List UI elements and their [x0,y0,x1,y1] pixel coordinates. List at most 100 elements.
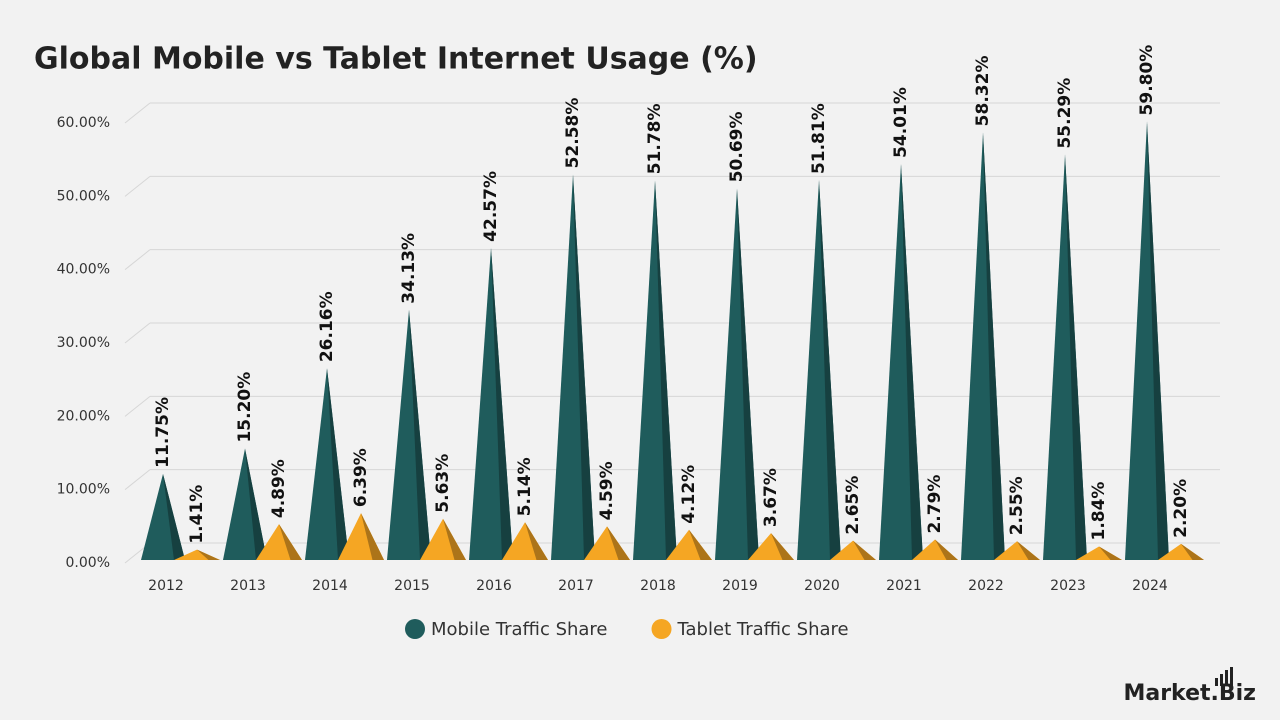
bar-shade [607,526,630,560]
bar [551,174,595,560]
x-tick-label: 2016 [476,578,512,594]
x-tick-label: 2015 [394,578,430,594]
value-label: 54.01% [891,87,911,158]
bar-shade [279,524,302,560]
bar-shade [525,522,548,560]
value-label: 59.80% [1137,45,1157,116]
x-tick-label: 2019 [722,578,758,594]
bar-shade [491,247,513,560]
x-tick-label: 2014 [312,578,348,594]
logo-bar [1230,667,1233,686]
bar-shade [361,513,384,560]
logo-bar [1225,670,1228,686]
x-tick-label: 2017 [558,578,594,594]
bar [1043,154,1087,561]
y-tick-label: 0.00% [66,555,110,571]
bar-shade [655,180,677,560]
bar [223,448,267,560]
bar-shade [901,163,923,560]
value-label: 4.12% [679,465,699,524]
bar [1158,543,1204,560]
bar [797,180,841,560]
bar-shade [819,180,841,560]
bar [715,188,759,561]
value-label: 51.81% [809,103,829,174]
bar [666,529,712,560]
value-label: 5.63% [433,454,453,513]
x-tick-label: 2018 [640,578,676,594]
bar [961,132,1005,560]
value-label: 2.20% [1171,479,1191,538]
bar-shade [443,518,466,560]
bar-shade [327,368,349,560]
bar [420,518,466,560]
bar [338,513,384,560]
y-tick-label: 40.00% [57,262,110,278]
bar [387,309,431,560]
y-tick-label: 60.00% [57,115,110,131]
x-tick-label: 2024 [1132,578,1168,594]
bar [256,524,302,560]
x-tick-label: 2020 [804,578,840,594]
value-label: 52.58% [563,98,583,169]
value-label: 3.67% [761,468,781,527]
value-label: 50.69% [727,111,747,182]
value-label: 11.75% [153,397,173,468]
bar [633,180,677,560]
logo-bar [1220,674,1223,686]
bar [305,368,349,560]
value-label: 5.14% [515,457,535,516]
y-tick-label: 50.00% [57,188,110,204]
x-tick-label: 2021 [886,578,922,594]
value-label: 2.79% [925,475,945,534]
bar [141,473,185,560]
bar [830,540,876,560]
x-tick-label: 2013 [230,578,266,594]
brand: Market.Biz [1123,681,1256,706]
bar-shade [1181,543,1204,560]
legend-label: Mobile Traffic Share [431,619,608,640]
bar [502,522,548,560]
grid-line [124,249,151,271]
grid-line [124,322,151,344]
x-tick-label: 2023 [1050,578,1086,594]
value-label: 42.57% [481,171,501,242]
value-label: 2.65% [843,476,863,535]
bar [469,247,513,560]
bar [912,539,958,560]
bar [994,541,1040,560]
bar-shade [935,539,958,560]
grid-line [124,395,151,417]
bar-shade [1017,541,1040,560]
bar [1076,546,1122,560]
y-tick-label: 30.00% [57,335,110,351]
logo-bar [1215,678,1218,686]
bar-shade [573,174,595,560]
value-label: 51.78% [645,103,665,174]
bar-shade [245,448,267,560]
bar-shade [1099,546,1122,560]
grid-line [124,102,151,124]
grid-line [124,469,151,491]
legend-marker [405,619,425,639]
bar-shade [689,529,712,560]
y-tick-label: 20.00% [57,408,110,424]
value-label: 1.84% [1089,482,1109,541]
legend-label: Tablet Traffic Share [677,619,849,640]
bar-shade [163,473,185,560]
value-label: 55.29% [1055,78,1075,149]
bar-shade [1065,154,1087,561]
bar [748,533,794,560]
bar [174,549,220,560]
value-label: 4.59% [597,461,617,520]
value-label: 15.20% [235,372,255,443]
bar-shade [1147,121,1169,560]
value-label: 1.41% [187,485,207,544]
value-label: 26.16% [317,291,337,362]
value-label: 58.32% [973,56,993,127]
bar-shade [409,309,431,560]
value-label: 6.39% [351,448,371,507]
